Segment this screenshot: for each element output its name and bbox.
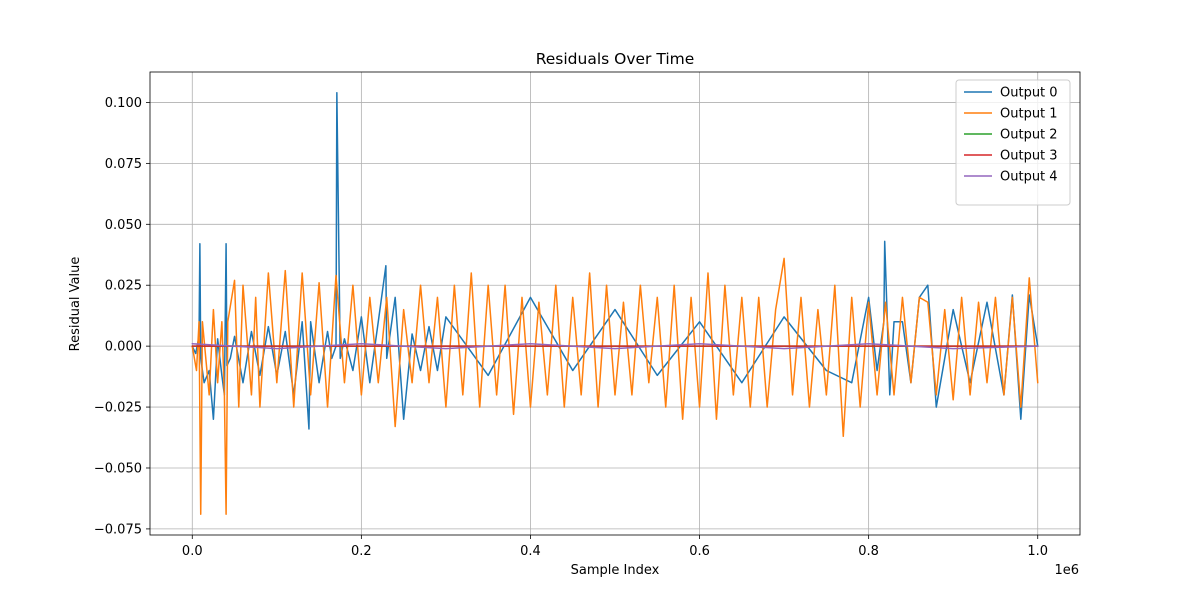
y-axis-title: Residual Value	[68, 257, 83, 352]
y-tick-label: −0.050	[94, 461, 142, 476]
x-tick-label: 0.6	[689, 544, 710, 559]
y-tick-label: 0.000	[105, 340, 142, 355]
x-axis-offset-label: 1e6	[1054, 563, 1079, 578]
series-line-4	[191, 342, 1039, 350]
series-group	[191, 91, 1039, 516]
y-tick-label: −0.025	[94, 401, 142, 416]
x-tick-label: 1.0	[1027, 544, 1048, 559]
legend-label-0: Output 0	[1000, 86, 1058, 101]
y-tick-label: −0.075	[94, 522, 142, 537]
plot-area: 0.0 0.2 0.4 0.6 0.8 1.0 −0.075 −0.050 −0.025 0.00…	[94, 71, 1081, 559]
x-tick-label: 0.8	[858, 544, 879, 559]
axes-frame	[149, 71, 1081, 536]
legend-label-4: Output 4	[1000, 170, 1058, 185]
legend-label-2: Output 2	[1000, 128, 1058, 143]
legend-label-3: Output 3	[1000, 149, 1058, 164]
legend-label-1: Output 1	[1000, 107, 1058, 122]
legend-box	[955, 79, 1071, 206]
legend: Output 0 Output 1 Output 2 Output 3 Output 4	[955, 79, 1071, 206]
x-axis-title: Sample Index	[571, 563, 660, 578]
y-tick-label: 0.050	[105, 218, 142, 233]
y-tick-label: 0.100	[105, 96, 142, 111]
chart-title: Residuals Over Time	[536, 50, 695, 68]
x-tick-label: 0.4	[520, 544, 541, 559]
x-tick-label: 0.2	[351, 544, 372, 559]
x-tick-label: 0.0	[182, 544, 203, 559]
y-tick-label: 0.025	[105, 279, 142, 294]
y-tick-label: 0.075	[105, 157, 142, 172]
